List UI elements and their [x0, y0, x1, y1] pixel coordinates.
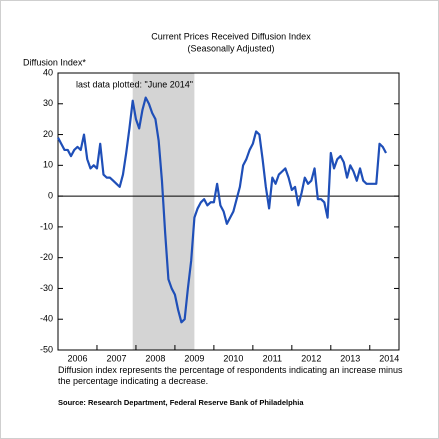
y-axis-label: Diffusion Index* [23, 57, 86, 67]
x-tick-label: 2007 [106, 353, 126, 363]
plot-frame [57, 72, 400, 351]
data-line [57, 96, 387, 324]
y-tick-label: -10 [40, 221, 53, 231]
annotation: last data plotted: "June 2014" [76, 79, 193, 89]
y-tick-label: 20 [43, 129, 53, 139]
footnote: Diffusion index represents the percentag… [58, 365, 403, 386]
x-tick-label: 2012 [301, 353, 321, 363]
x-tick-label: 2014 [379, 353, 399, 363]
y-tick-label: -20 [40, 252, 53, 262]
y-tick-label: 30 [43, 98, 53, 108]
y-tick-label: 10 [43, 160, 53, 170]
y-tick-label: -40 [40, 314, 53, 324]
x-tick-label: 2008 [145, 353, 165, 363]
y-tick-label: -50 [40, 344, 53, 354]
x-tick-label: 2013 [340, 353, 360, 363]
x-tick-label: 2011 [263, 353, 282, 363]
x-tick-label: 2006 [67, 353, 87, 363]
chart-title: Current Prices Received Diffusion Index [151, 31, 311, 41]
x-tick-label: 2009 [184, 353, 204, 363]
x-tick-label: 2010 [223, 353, 243, 363]
y-tick-label: -30 [40, 283, 53, 293]
chart-subtitle: (Seasonally Adjusted) [187, 43, 274, 53]
source: Source: Research Department, Federal Res… [58, 398, 304, 407]
y-tick-label: 0 [48, 190, 53, 200]
y-tick-label: 40 [43, 67, 53, 77]
